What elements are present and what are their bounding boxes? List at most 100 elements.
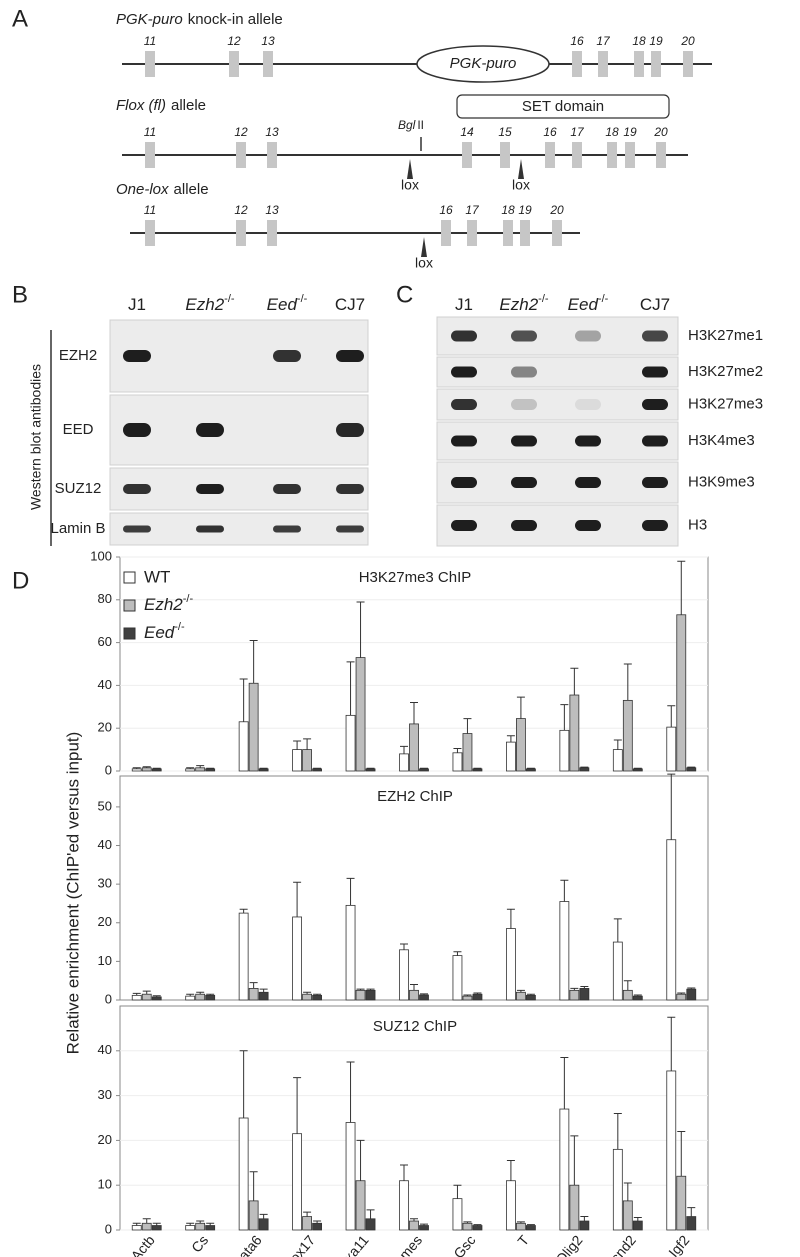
error-bar	[303, 738, 312, 750]
error-bar	[613, 918, 622, 943]
y-tick-label: 20	[98, 720, 112, 735]
blot-band	[451, 477, 477, 488]
error-bar	[346, 1061, 355, 1123]
bar	[472, 768, 483, 772]
y-tick-label: 30	[98, 876, 112, 891]
exon-number: 17	[465, 203, 480, 217]
exon	[145, 220, 155, 246]
error-bar	[516, 1221, 525, 1224]
bar	[686, 767, 697, 772]
legend-swatch	[123, 627, 136, 640]
error-bar	[293, 881, 302, 917]
legend-swatch	[123, 571, 136, 584]
bar	[399, 949, 409, 1001]
y-tick-label: 40	[98, 1042, 112, 1057]
lane-name: Eed	[267, 295, 298, 314]
error-bar	[560, 879, 569, 902]
blot-band	[273, 525, 301, 533]
row-label: Lamin B	[50, 520, 105, 537]
bar	[622, 989, 633, 1001]
blot-band	[196, 525, 224, 533]
allele-name: One-lox	[116, 181, 169, 198]
bar	[302, 1216, 312, 1231]
error-bar	[473, 767, 482, 769]
bar	[666, 1070, 677, 1231]
bar	[622, 1200, 633, 1231]
error-bar	[560, 704, 569, 731]
exon	[572, 142, 582, 168]
error-bar	[206, 993, 215, 996]
blot-band	[336, 484, 364, 494]
error-bar	[420, 767, 428, 769]
lox-site	[518, 159, 524, 179]
exon-number: 13	[261, 34, 275, 48]
bar	[472, 993, 483, 1001]
site-name: Bgl	[398, 118, 416, 132]
bar	[612, 1148, 623, 1231]
blot-band	[511, 330, 537, 342]
error-bar	[420, 1223, 428, 1226]
lane-label: J1	[128, 295, 146, 314]
bar	[185, 1225, 196, 1231]
blot-band	[336, 525, 364, 533]
blot-band	[642, 330, 668, 342]
lox-site	[421, 237, 427, 257]
error-bar	[313, 1220, 322, 1224]
blot-band	[642, 399, 668, 410]
error-bar	[313, 993, 322, 996]
error-bar	[346, 661, 355, 716]
bar	[516, 991, 526, 1001]
blot-strip	[436, 461, 679, 504]
bar	[452, 752, 463, 772]
error-bar	[132, 1222, 141, 1226]
blot-strip	[436, 421, 679, 461]
blot-band	[123, 350, 151, 362]
panel-label: D	[12, 567, 29, 594]
error-bar	[303, 1211, 312, 1217]
bar	[516, 1222, 526, 1231]
blot-strip	[109, 319, 369, 393]
bar	[292, 749, 302, 772]
error-bar	[560, 1057, 569, 1110]
error-bar	[249, 639, 258, 684]
error-bar	[152, 767, 161, 769]
bar	[559, 729, 570, 772]
y-tick-label: 30	[98, 1087, 112, 1102]
legend-swatch	[123, 599, 136, 612]
bar	[632, 995, 643, 1001]
error-bar	[667, 1016, 676, 1071]
blot-band	[451, 399, 477, 410]
error-bar	[410, 1218, 418, 1222]
error-bar	[420, 993, 428, 995]
exon-number: 13	[265, 125, 279, 139]
lane-label: Ezh2-/-	[499, 293, 548, 315]
bar	[312, 768, 322, 772]
site-suffix: II	[417, 118, 424, 132]
blot-band	[451, 435, 477, 447]
error-bar	[132, 767, 141, 769]
error-bar	[142, 990, 151, 995]
blot-band	[196, 484, 224, 494]
blot-strip	[109, 512, 369, 546]
error-bar	[633, 767, 642, 769]
lane-sup: -/-	[224, 293, 235, 305]
error-bar	[580, 1216, 589, 1222]
side-label: Western blot antibodies	[28, 364, 44, 510]
exon	[651, 51, 661, 77]
bar	[131, 1225, 142, 1231]
x-tick-label: Eomes	[385, 1232, 425, 1257]
bar	[185, 995, 196, 1001]
exon	[503, 220, 513, 246]
bar	[365, 768, 376, 772]
lane-label: Ezh2-/-	[185, 293, 234, 315]
blot-band	[642, 366, 668, 378]
bar	[559, 901, 570, 1001]
row-label: EED	[63, 421, 94, 438]
blot-band	[451, 520, 477, 531]
exon	[683, 51, 693, 77]
error-bar	[677, 992, 686, 995]
x-tick-label: Olig2	[552, 1232, 585, 1257]
bar	[452, 1198, 463, 1231]
lane-name: CJ7	[335, 295, 365, 314]
bar	[526, 994, 536, 1001]
